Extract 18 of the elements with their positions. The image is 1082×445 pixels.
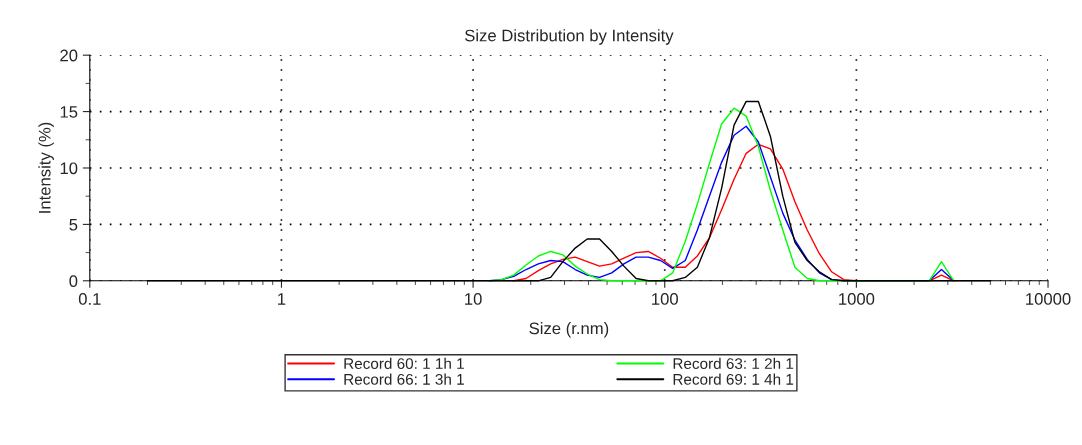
y-tick-label: 15: [60, 106, 78, 118]
legend-label: Record 69: 1 4h 1: [673, 373, 794, 385]
y-tick-label: 0: [69, 275, 78, 287]
y-tick-label: 20: [60, 49, 78, 62]
y-tick-label: 5: [69, 218, 78, 231]
x-tick-label: 1000: [839, 293, 875, 305]
legend-label: Record 60: 1 1h 1: [344, 357, 464, 370]
x-tick-label: 1: [278, 293, 286, 305]
chart-title: Size Distribution by Intensity: [465, 29, 674, 45]
x-tick-label: 0.1: [78, 293, 101, 305]
x-tick-label: 100: [652, 293, 678, 305]
legend-label: Record 66: 1 3h 1: [344, 373, 464, 385]
y-tick-label: 10: [60, 162, 78, 175]
legend-label: Record 63: 1 2h 1: [673, 357, 794, 370]
x-axis-title: Size (r.nm): [529, 322, 609, 338]
x-tick-label: 10000: [1026, 293, 1071, 305]
x-tick-label: 10: [465, 293, 482, 305]
y-axis-title: Intensity (%): [38, 122, 54, 213]
